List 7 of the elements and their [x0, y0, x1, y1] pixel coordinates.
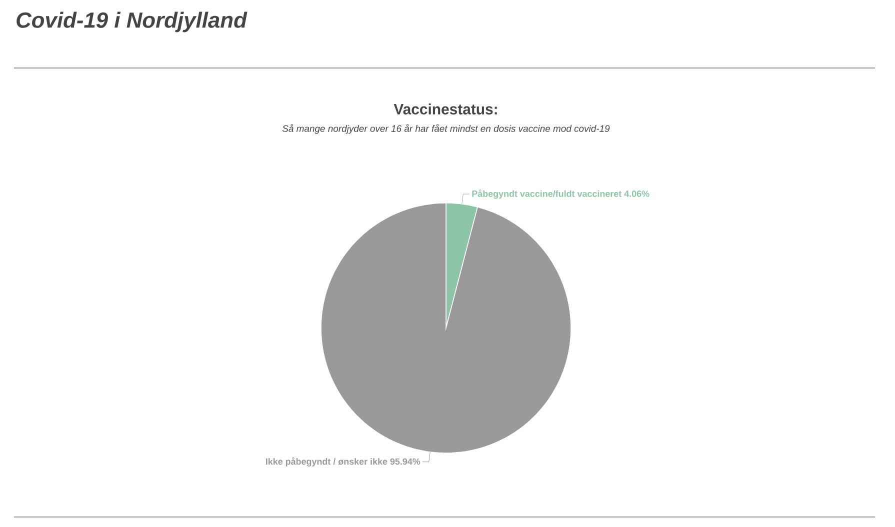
- data-label: 95.94%: [390, 458, 420, 465]
- chart-subtitle: Så mange nordjyder over 16 år har fået mindst en dosis vaccine mod covid-19: [282, 124, 610, 134]
- text: Covid-19 i Nordjylland: [16, 12, 248, 32]
- slice-label: Påbegyndt vaccine/fuldt vaccineret: [472, 189, 622, 199]
- slice-label: Ikke påbegyndt / ønsker ikke: [266, 457, 388, 467]
- chart-title: Vaccinestatus:: [394, 104, 497, 114]
- data-label: 4.06%: [624, 190, 650, 197]
